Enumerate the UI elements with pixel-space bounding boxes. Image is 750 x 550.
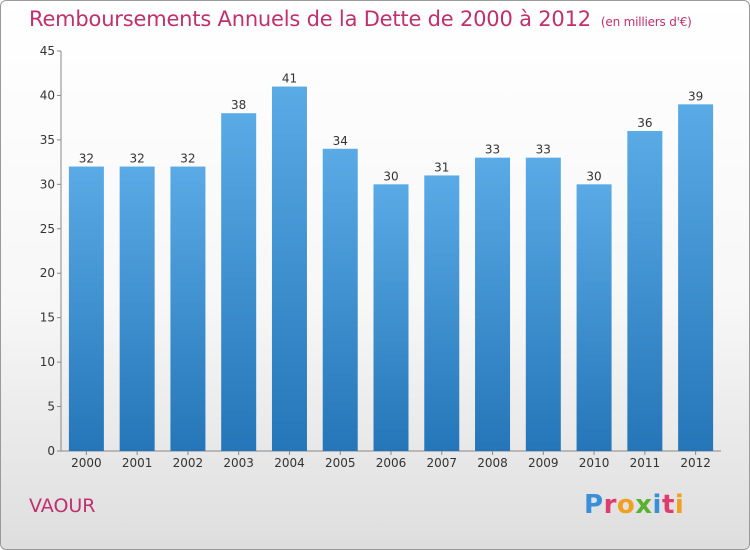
bar-2009 bbox=[525, 157, 561, 451]
y-tick-label: 20 bbox=[40, 266, 55, 280]
y-tick-label: 40 bbox=[40, 88, 55, 102]
x-tick-label-2006: 2006 bbox=[376, 456, 407, 470]
value-label-2000: 32 bbox=[79, 152, 94, 166]
x-tick-label-2004: 2004 bbox=[274, 456, 305, 470]
x-tick-label-2000: 2000 bbox=[71, 456, 102, 470]
x-tick-label-2005: 2005 bbox=[325, 456, 356, 470]
value-label-2001: 32 bbox=[130, 152, 145, 166]
value-label-2010: 30 bbox=[586, 169, 601, 183]
value-label-2007: 31 bbox=[434, 160, 449, 174]
bar-2004 bbox=[271, 86, 307, 452]
y-tick-label: 30 bbox=[40, 177, 55, 191]
value-label-2005: 34 bbox=[333, 134, 348, 148]
x-tick-label-2010: 2010 bbox=[579, 456, 610, 470]
commune-name: VAOUR bbox=[29, 495, 96, 517]
value-label-2002: 32 bbox=[180, 152, 195, 166]
x-tick-label-2003: 2003 bbox=[223, 456, 254, 470]
value-label-2012: 39 bbox=[688, 89, 703, 103]
chart-title: Remboursements Annuels de la Dette de 20… bbox=[29, 7, 692, 31]
value-label-2011: 36 bbox=[637, 116, 652, 130]
value-label-2003: 38 bbox=[231, 98, 246, 112]
bar-2010 bbox=[576, 184, 612, 452]
bar-2000 bbox=[68, 166, 104, 452]
y-tick-label: 5 bbox=[47, 400, 55, 414]
bar-2001 bbox=[119, 166, 155, 452]
x-tick-label-2009: 2009 bbox=[528, 456, 559, 470]
bar-2003 bbox=[221, 113, 257, 451]
y-tick-label: 0 bbox=[47, 444, 55, 458]
y-tick-label: 45 bbox=[40, 44, 55, 58]
bar-2006 bbox=[373, 184, 409, 452]
value-label-2009: 33 bbox=[536, 143, 551, 157]
x-tick-label-2012: 2012 bbox=[680, 456, 711, 470]
value-label-2004: 41 bbox=[282, 72, 297, 86]
x-tick-label-2008: 2008 bbox=[477, 456, 508, 470]
y-tick-label: 25 bbox=[40, 222, 55, 236]
bar-2007 bbox=[424, 175, 460, 451]
bar-2011 bbox=[627, 131, 663, 451]
x-tick-label-2007: 2007 bbox=[426, 456, 457, 470]
chart-title-text: Remboursements Annuels de la Dette de 20… bbox=[29, 7, 591, 31]
x-tick-label-2002: 2002 bbox=[173, 456, 204, 470]
value-label-2008: 33 bbox=[485, 143, 500, 157]
chart-subtitle: (en milliers d'€) bbox=[600, 15, 692, 29]
y-tick-label: 10 bbox=[40, 355, 55, 369]
x-tick-label-2001: 2001 bbox=[122, 456, 153, 470]
bar-2002 bbox=[170, 166, 206, 452]
y-tick-label: 35 bbox=[40, 133, 55, 147]
x-tick-label-2011: 2011 bbox=[630, 456, 661, 470]
y-tick-label: 15 bbox=[40, 311, 55, 325]
proxiti-logo: Proxiti bbox=[584, 490, 685, 520]
bar-2005 bbox=[322, 148, 358, 451]
bar-2012 bbox=[678, 104, 714, 451]
bar-2008 bbox=[475, 157, 511, 451]
value-label-2006: 30 bbox=[383, 169, 398, 183]
